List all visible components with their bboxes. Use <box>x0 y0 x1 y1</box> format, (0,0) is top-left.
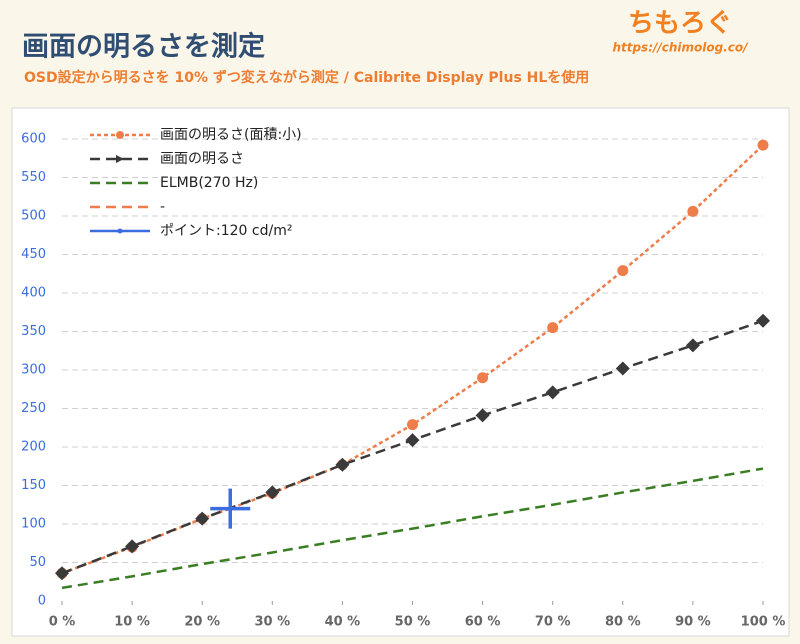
x-tick-label: 70 % <box>535 615 571 630</box>
marker <box>547 322 559 334</box>
marker <box>475 408 490 423</box>
legend-label: ポイント:120 cd/m² <box>160 223 292 239</box>
x-tick-label: 0 % <box>49 615 76 630</box>
x-tick-label: 90 % <box>675 615 711 630</box>
marker <box>405 433 420 448</box>
x-tick-label: 100 % <box>741 615 786 630</box>
x-tick-label: 60 % <box>465 615 501 630</box>
legend-label: ELMB(270 Hz) <box>160 175 258 191</box>
marker <box>685 338 700 353</box>
legend-marker <box>116 155 124 163</box>
y-tick-label: 250 <box>21 401 46 416</box>
x-tick-label: 40 % <box>325 615 361 630</box>
y-tick-label: 0 <box>38 594 46 609</box>
y-tick-label: 300 <box>21 363 46 378</box>
y-tick-label: 350 <box>21 324 46 339</box>
brand: ちもろぐ <box>628 9 732 39</box>
x-tick-label: 10 % <box>114 615 150 630</box>
marker <box>55 566 69 581</box>
legend-marker <box>116 131 124 139</box>
x-tick-label: 50 % <box>395 615 431 630</box>
legend-label: - <box>160 199 165 215</box>
legend-marker <box>117 228 123 234</box>
marker <box>545 385 560 400</box>
legend-label: 画面の明るさ(面積:小) <box>160 127 302 143</box>
y-tick-label: 150 <box>21 478 46 493</box>
y-tick-label: 600 <box>21 132 46 147</box>
brand-url: https://chimolog.co/ <box>612 41 749 55</box>
marker <box>477 372 489 384</box>
marker <box>407 419 418 431</box>
marker <box>265 485 280 500</box>
marker <box>335 457 350 472</box>
y-tick-label: 500 <box>21 209 46 224</box>
legend-label: 画面の明るさ <box>160 151 244 167</box>
y-tick-label: 550 <box>21 170 46 185</box>
chart-title: 画面の明るさを測定 <box>22 31 265 63</box>
series-line <box>61 467 764 590</box>
marker <box>617 265 629 277</box>
x-tick-label: 80 % <box>605 615 641 630</box>
plot-area <box>11 107 790 637</box>
marker <box>210 488 251 529</box>
y-tick-label: 50 <box>29 555 46 570</box>
marker <box>756 313 770 328</box>
y-tick-label: 100 <box>21 517 46 532</box>
chart-subtitle: OSD設定から明るさを 10% ずつ変えながら測定 / Calibrite Di… <box>24 69 589 86</box>
y-tick-label: 400 <box>21 286 46 301</box>
y-tick-label: 200 <box>21 440 46 455</box>
marker <box>687 205 699 217</box>
x-tick-label: 30 % <box>254 615 290 630</box>
marker <box>125 539 140 554</box>
x-tick-label: 20 % <box>184 615 220 630</box>
marker <box>757 139 769 151</box>
marker <box>195 511 210 526</box>
y-tick-label: 450 <box>21 247 46 262</box>
marker <box>615 361 630 376</box>
